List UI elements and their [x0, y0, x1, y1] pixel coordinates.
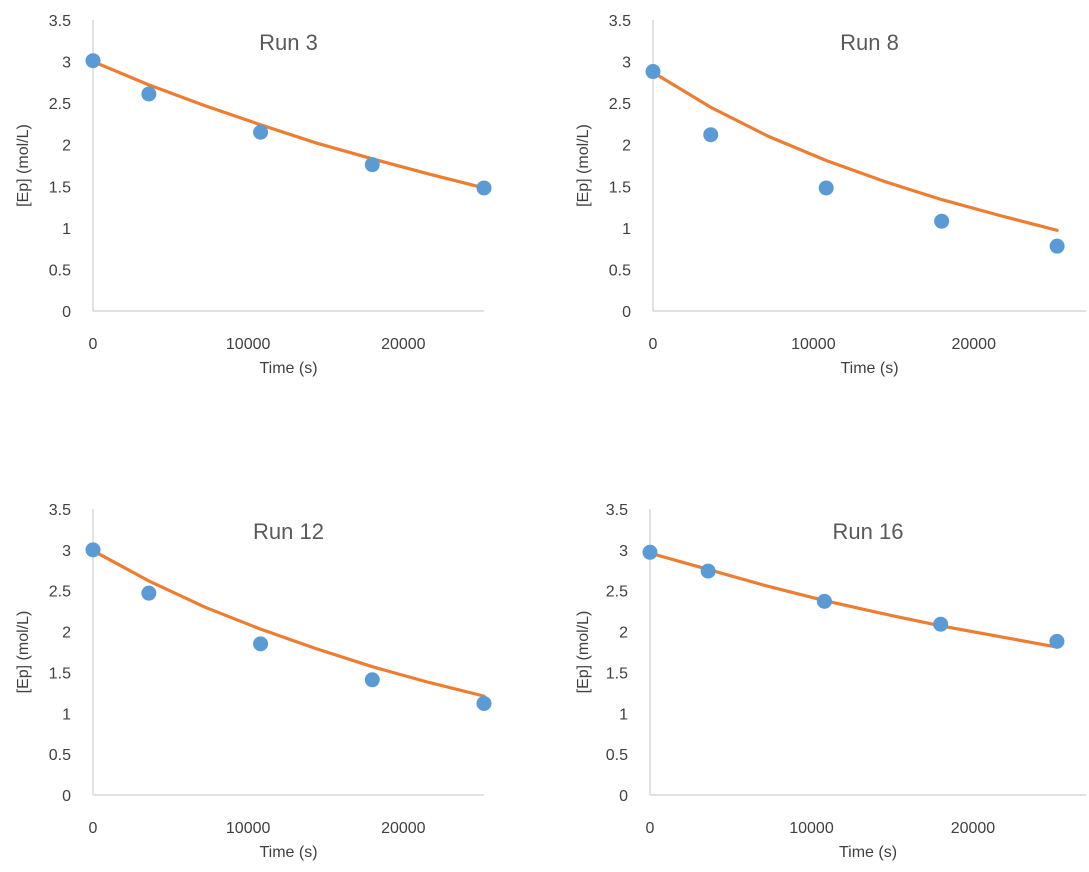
chart-panel-run-16: 0 0.5 1 1.5 2 2.5 3 3.5 0 10000 20000 Run 16 Time (s…: [575, 502, 1086, 861]
chart-panel-run-12: 0 0.5 1 1.5 2 2.5 3 3.5 0 10000 20000 Run 12 Time (s…: [15, 502, 492, 861]
fit-line: [91, 59, 486, 190]
x-tick-label: 20000: [381, 336, 426, 353]
x-axis-label: Time (s): [259, 360, 317, 377]
x-tick-label: 10000: [791, 336, 836, 353]
data-point: [818, 180, 834, 196]
chart-panel-run-3: 0 0.5 1 1.5 2 2.5 3 3.5 0 10000 20000 Run 3 Time (s)…: [15, 13, 492, 377]
data-point: [1049, 238, 1065, 254]
x-tick-label: 20000: [951, 336, 996, 353]
data-point: [253, 124, 269, 140]
x-tick-label: 20000: [951, 820, 996, 837]
x-tick-label: 0: [646, 820, 655, 837]
data-point: [141, 585, 157, 601]
chart-title: Run 8: [840, 30, 899, 55]
chart-title: Run 3: [259, 30, 318, 55]
y-axis-label: [Ep] (mol/L): [15, 124, 32, 207]
x-tick-label: 10000: [789, 820, 834, 837]
data-point: [476, 695, 492, 711]
y-tick-label: 2.5: [609, 96, 631, 113]
chart-panel-run-8: 0 0.5 1 1.5 2 2.5 3 3.5 0 10000 20000 Run 8 Time (s)…: [575, 13, 1086, 377]
y-tick-label: 1.5: [606, 665, 628, 682]
y-tick-label: 1: [62, 706, 71, 723]
y-tick-label: 3.5: [606, 502, 628, 519]
data-point: [253, 636, 269, 652]
y-tick-label: 3.5: [49, 502, 71, 519]
y-axis-label: [Ep] (mol/L): [575, 124, 592, 207]
x-tick-label: 0: [89, 820, 98, 837]
y-tick-label: 0: [62, 788, 71, 805]
data-point: [933, 616, 949, 632]
y-tick-label: 1: [62, 221, 71, 238]
x-axis-label: Time (s): [259, 844, 317, 861]
y-tick-label: 3.5: [49, 13, 71, 30]
y-tick-label: 0.5: [606, 747, 628, 764]
data-point: [364, 672, 380, 688]
y-tick-label: 2: [622, 138, 631, 155]
y-axis-label: [Ep] (mol/L): [15, 611, 32, 694]
y-tick-label: 1.5: [49, 665, 71, 682]
data-point: [1049, 633, 1065, 649]
chart-title: Run 12: [253, 519, 324, 544]
data-point: [645, 64, 661, 80]
data-point: [934, 213, 950, 229]
y-tick-label: 0.5: [609, 262, 631, 279]
y-tick-label: 3.5: [609, 13, 631, 30]
x-tick-label: 10000: [226, 820, 271, 837]
data-point: [85, 542, 101, 558]
y-tick-label: 2: [619, 625, 628, 642]
y-tick-label: 0: [619, 788, 628, 805]
y-tick-label: 1.5: [49, 179, 71, 196]
y-tick-label: 3: [622, 55, 631, 72]
y-tick-label: 2: [62, 138, 71, 155]
data-point: [141, 86, 157, 102]
y-tick-label: 0: [62, 304, 71, 321]
x-tick-label: 10000: [226, 336, 271, 353]
data-point: [476, 180, 492, 196]
x-tick-label: 0: [89, 336, 98, 353]
x-tick-label: 0: [649, 336, 658, 353]
y-tick-label: 2.5: [606, 584, 628, 601]
y-tick-label: 0.5: [49, 262, 71, 279]
x-tick-label: 20000: [381, 820, 426, 837]
y-tick-label: 2: [62, 625, 71, 642]
fit-line: [648, 551, 1059, 649]
fit-line: [91, 549, 486, 698]
y-tick-label: 1.5: [609, 179, 631, 196]
y-tick-label: 2.5: [49, 584, 71, 601]
data-point: [816, 593, 832, 609]
y-tick-label: 0.5: [49, 747, 71, 764]
x-axis-label: Time (s): [840, 360, 898, 377]
y-tick-label: 3: [62, 55, 71, 72]
y-axis-label: [Ep] (mol/L): [575, 611, 592, 694]
data-point: [85, 53, 101, 69]
data-point: [703, 127, 719, 143]
fit-line: [651, 70, 1059, 232]
data-point: [700, 563, 716, 579]
y-tick-label: 0: [622, 304, 631, 321]
y-tick-label: 3: [62, 543, 71, 560]
data-point: [364, 157, 380, 173]
y-tick-label: 1: [622, 221, 631, 238]
y-tick-label: 2.5: [49, 96, 71, 113]
y-tick-label: 3: [619, 543, 628, 560]
chart-title: Run 16: [833, 519, 904, 544]
x-axis-label: Time (s): [839, 844, 897, 861]
data-point: [642, 544, 658, 560]
y-tick-label: 1: [619, 706, 628, 723]
